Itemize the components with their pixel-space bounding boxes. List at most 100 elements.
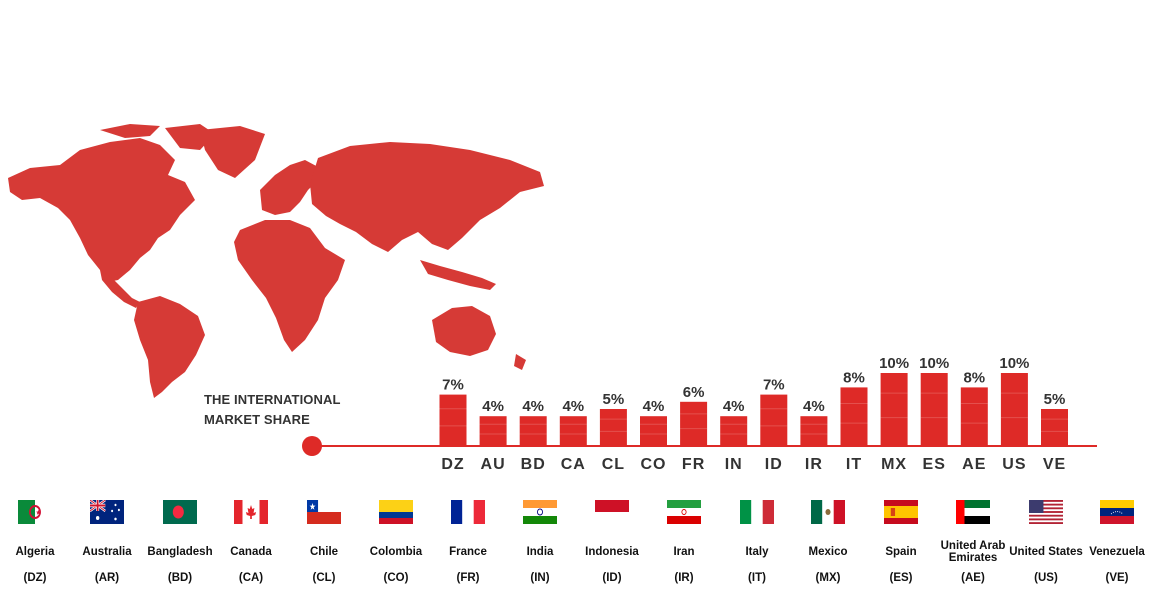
value-label-ae: 8% xyxy=(963,369,985,386)
country-name: Iran xyxy=(673,546,695,558)
country-legend: Algeria (DZ) Australia (AR) Bangladesh (BD) Ca… xyxy=(0,492,1170,592)
chart-title-line-2: MARKET SHARE xyxy=(204,412,310,427)
uae-flag xyxy=(956,500,990,524)
country-code: (ID) xyxy=(602,572,622,584)
flag-wrapper xyxy=(350,492,442,532)
mexico-flag xyxy=(811,500,845,524)
category-label-it: IT xyxy=(846,456,862,473)
country-code: (CA) xyxy=(238,572,264,584)
chile-flag xyxy=(307,500,341,524)
country-name: United States xyxy=(1009,546,1083,558)
country-code: (CL) xyxy=(312,572,336,584)
category-label-in: IN xyxy=(725,456,743,473)
category-label-cl: CL xyxy=(602,456,625,473)
category-label-ae: AE xyxy=(962,456,986,473)
flag-wrapper xyxy=(61,492,153,532)
value-label-es: 10% xyxy=(919,355,949,372)
country-name: United Arab Emirates xyxy=(940,540,1006,564)
country-code: (AR) xyxy=(94,572,120,584)
country-item: Colombia (CO) xyxy=(350,492,442,584)
country-item: Australia (AR) xyxy=(61,492,153,584)
country-code: (VE) xyxy=(1105,572,1129,584)
australia-flag xyxy=(90,500,124,524)
country-code: (IT) xyxy=(748,572,766,584)
value-label-bd: 4% xyxy=(522,398,544,415)
category-label-dz: DZ xyxy=(441,456,464,473)
category-label-es: ES xyxy=(923,456,946,473)
country-code: (IN) xyxy=(530,572,550,584)
country-item: Italy (IT) xyxy=(711,492,803,584)
world-map xyxy=(8,124,544,398)
country-name: Canada xyxy=(230,546,272,558)
country-item: Canada (CA) xyxy=(205,492,297,584)
flag-wrapper xyxy=(1071,492,1163,532)
country-item: United States (US) xyxy=(1000,492,1092,584)
flag-wrapper xyxy=(205,492,297,532)
country-code: (IR) xyxy=(674,572,694,584)
category-label-ve: VE xyxy=(1043,456,1066,473)
country-item: Chile (CL) xyxy=(278,492,370,584)
bar-ae xyxy=(960,387,988,445)
colombia-flag xyxy=(379,500,413,524)
value-label-ir: 4% xyxy=(803,398,825,415)
bar-fr xyxy=(680,401,708,445)
spain-flag xyxy=(884,500,918,524)
country-item: Mexico (MX) xyxy=(782,492,874,584)
country-item: Iran (IR) xyxy=(638,492,730,584)
value-label-id: 7% xyxy=(763,377,785,394)
iran-flag xyxy=(667,500,701,524)
country-item: India (IN) xyxy=(494,492,586,584)
country-item: Bangladesh (BD) xyxy=(134,492,226,584)
country-code: (DZ) xyxy=(23,572,47,584)
asia-shape xyxy=(310,142,544,252)
bar-it xyxy=(840,387,868,445)
value-label-in: 4% xyxy=(723,398,745,415)
country-code: (MX) xyxy=(815,572,841,584)
central-america-shape xyxy=(100,270,140,308)
country-code: (CO) xyxy=(383,572,409,584)
bar-ca xyxy=(559,416,587,445)
flag-wrapper xyxy=(422,492,514,532)
country-name: Mexico xyxy=(808,546,848,558)
chart-title-line-1: THE INTERNATIONAL xyxy=(204,392,341,407)
country-name: Italy xyxy=(745,546,769,558)
country-item: France (FR) xyxy=(422,492,514,584)
africa-shape xyxy=(234,220,345,352)
flag-wrapper xyxy=(134,492,226,532)
value-label-cl: 5% xyxy=(603,391,625,408)
chart-title: THE INTERNATIONAL MARKET SHARE xyxy=(204,390,374,430)
category-label-au: AU xyxy=(481,456,506,473)
country-item: United Arab Emirates (AE) xyxy=(927,492,1019,584)
country-name: Bangladesh xyxy=(147,546,213,558)
canada-flag xyxy=(234,500,268,524)
bar-id xyxy=(760,394,788,445)
country-item: Algeria (DZ) xyxy=(0,492,81,584)
category-label-bd: BD xyxy=(521,456,546,473)
flag-wrapper xyxy=(278,492,370,532)
country-name: France xyxy=(449,546,487,558)
value-label-au: 4% xyxy=(482,398,504,415)
bangladesh-flag xyxy=(163,500,197,524)
flag-wrapper xyxy=(711,492,803,532)
value-label-ve: 5% xyxy=(1044,391,1066,408)
category-label-ir: IR xyxy=(805,456,823,473)
baseline-dot xyxy=(302,436,322,456)
greenland-shape xyxy=(200,126,265,178)
value-label-dz: 7% xyxy=(442,377,464,394)
country-code: (BD) xyxy=(167,572,193,584)
bar-mx xyxy=(880,373,908,445)
category-label-ca: CA xyxy=(561,456,586,473)
bar-au xyxy=(479,416,507,445)
country-name: Chile xyxy=(309,546,339,558)
bar-co xyxy=(640,416,667,445)
north-america-shape xyxy=(8,138,195,282)
value-label-it: 8% xyxy=(843,369,865,386)
bar-us xyxy=(1000,373,1028,445)
bar-bd xyxy=(519,416,547,445)
category-label-mx: MX xyxy=(881,456,907,473)
bar-cl xyxy=(599,409,627,445)
value-label-fr: 6% xyxy=(683,384,705,401)
france-flag xyxy=(451,500,485,524)
country-name: Spain xyxy=(885,546,917,558)
country-code: (AE) xyxy=(961,572,985,584)
